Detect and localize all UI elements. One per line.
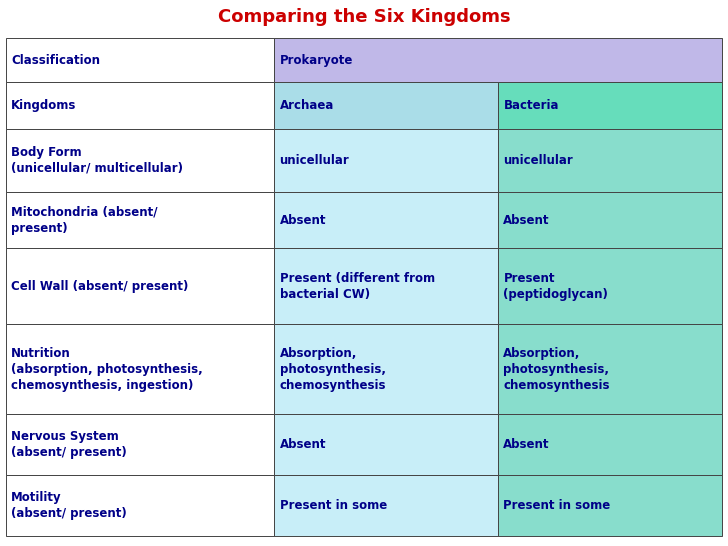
Bar [498,475,722,536]
Text: Classification: Classification [11,54,100,67]
Text: unicellular: unicellular [280,154,349,167]
Bar [274,248,499,324]
Text: Body Form
(unicellular/ multicellular): Body Form (unicellular/ multicellular) [11,146,183,175]
Text: Comparing the Six Kingdoms: Comparing the Six Kingdoms [218,9,510,26]
Text: Motility
(absent/ present): Motility (absent/ present) [11,491,127,520]
Text: Bacteria: Bacteria [504,99,559,112]
Text: Absent: Absent [504,438,550,451]
Text: Absent: Absent [280,213,326,227]
Bar [274,192,499,248]
Bar [6,82,274,129]
Bar [274,129,499,192]
Bar [274,414,499,475]
Text: Archaea: Archaea [280,99,334,112]
Bar [6,38,274,82]
Bar [6,192,274,248]
Text: Cell Wall (absent/ present): Cell Wall (absent/ present) [11,280,189,293]
Bar [498,129,722,192]
Text: unicellular: unicellular [504,154,573,167]
Text: Absent: Absent [280,438,326,451]
Text: Kingdoms: Kingdoms [11,99,76,112]
Text: Present
(peptidoglycan): Present (peptidoglycan) [504,272,609,301]
Text: Absent: Absent [504,213,550,227]
Text: Nutrition
(absorption, photosynthesis,
chemosynthesis, ingestion): Nutrition (absorption, photosynthesis, c… [11,347,202,391]
Text: Prokaryote: Prokaryote [280,54,353,67]
Bar [498,82,722,129]
Bar [498,248,722,324]
Bar [274,475,499,536]
Text: Absorption,
photosynthesis,
chemosynthesis: Absorption, photosynthesis, chemosynthes… [504,347,610,391]
Bar [274,38,722,82]
Bar [498,324,722,414]
Text: Present in some: Present in some [280,499,387,512]
Text: Present (different from
bacterial CW): Present (different from bacterial CW) [280,272,435,301]
Bar [274,324,499,414]
Bar [6,324,274,414]
Bar [274,82,499,129]
Text: Nervous System
(absent/ present): Nervous System (absent/ present) [11,430,127,459]
Text: Present in some: Present in some [504,499,611,512]
Bar [6,414,274,475]
Bar [6,475,274,536]
Bar [498,414,722,475]
Bar [6,248,274,324]
Text: Mitochondria (absent/
present): Mitochondria (absent/ present) [11,205,157,235]
Bar [498,192,722,248]
Bar [6,129,274,192]
Text: Absorption,
photosynthesis,
chemosynthesis: Absorption, photosynthesis, chemosynthes… [280,347,386,391]
